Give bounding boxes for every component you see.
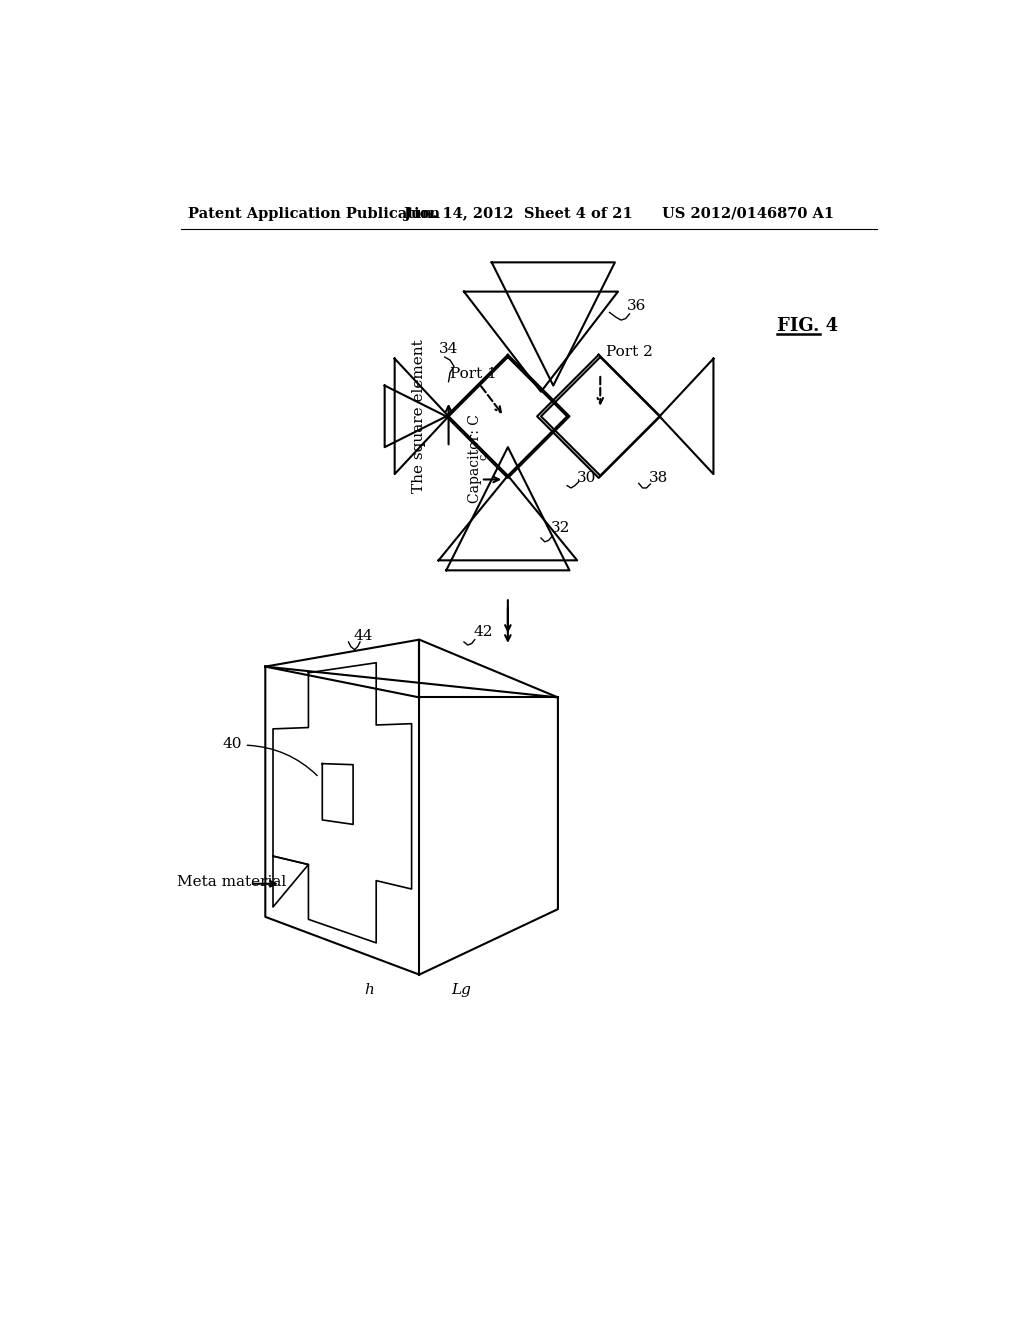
Text: Lg: Lg xyxy=(452,983,472,997)
Text: 32: 32 xyxy=(551,521,570,535)
Text: FIG. 4: FIG. 4 xyxy=(777,317,839,335)
Text: 42: 42 xyxy=(473,624,493,639)
Text: 30: 30 xyxy=(578,471,597,484)
Text: 36: 36 xyxy=(628,300,646,313)
Text: The square element: The square element xyxy=(413,339,426,494)
Text: h: h xyxy=(365,983,374,997)
Text: 38: 38 xyxy=(649,471,668,484)
Text: Patent Application Publication: Patent Application Publication xyxy=(188,207,440,220)
Text: Meta material: Meta material xyxy=(177,875,286,890)
Text: Capacitor: C: Capacitor: C xyxy=(468,414,481,503)
Text: Jun. 14, 2012  Sheet 4 of 21: Jun. 14, 2012 Sheet 4 of 21 xyxy=(403,207,633,220)
Text: 44: 44 xyxy=(354,628,374,643)
Text: Port 2: Port 2 xyxy=(606,346,653,359)
Text: c: c xyxy=(478,453,488,459)
Text: US 2012/0146870 A1: US 2012/0146870 A1 xyxy=(662,207,834,220)
Text: Port 1: Port 1 xyxy=(451,367,497,381)
Text: 34: 34 xyxy=(438,342,458,356)
Text: 40: 40 xyxy=(223,737,243,751)
